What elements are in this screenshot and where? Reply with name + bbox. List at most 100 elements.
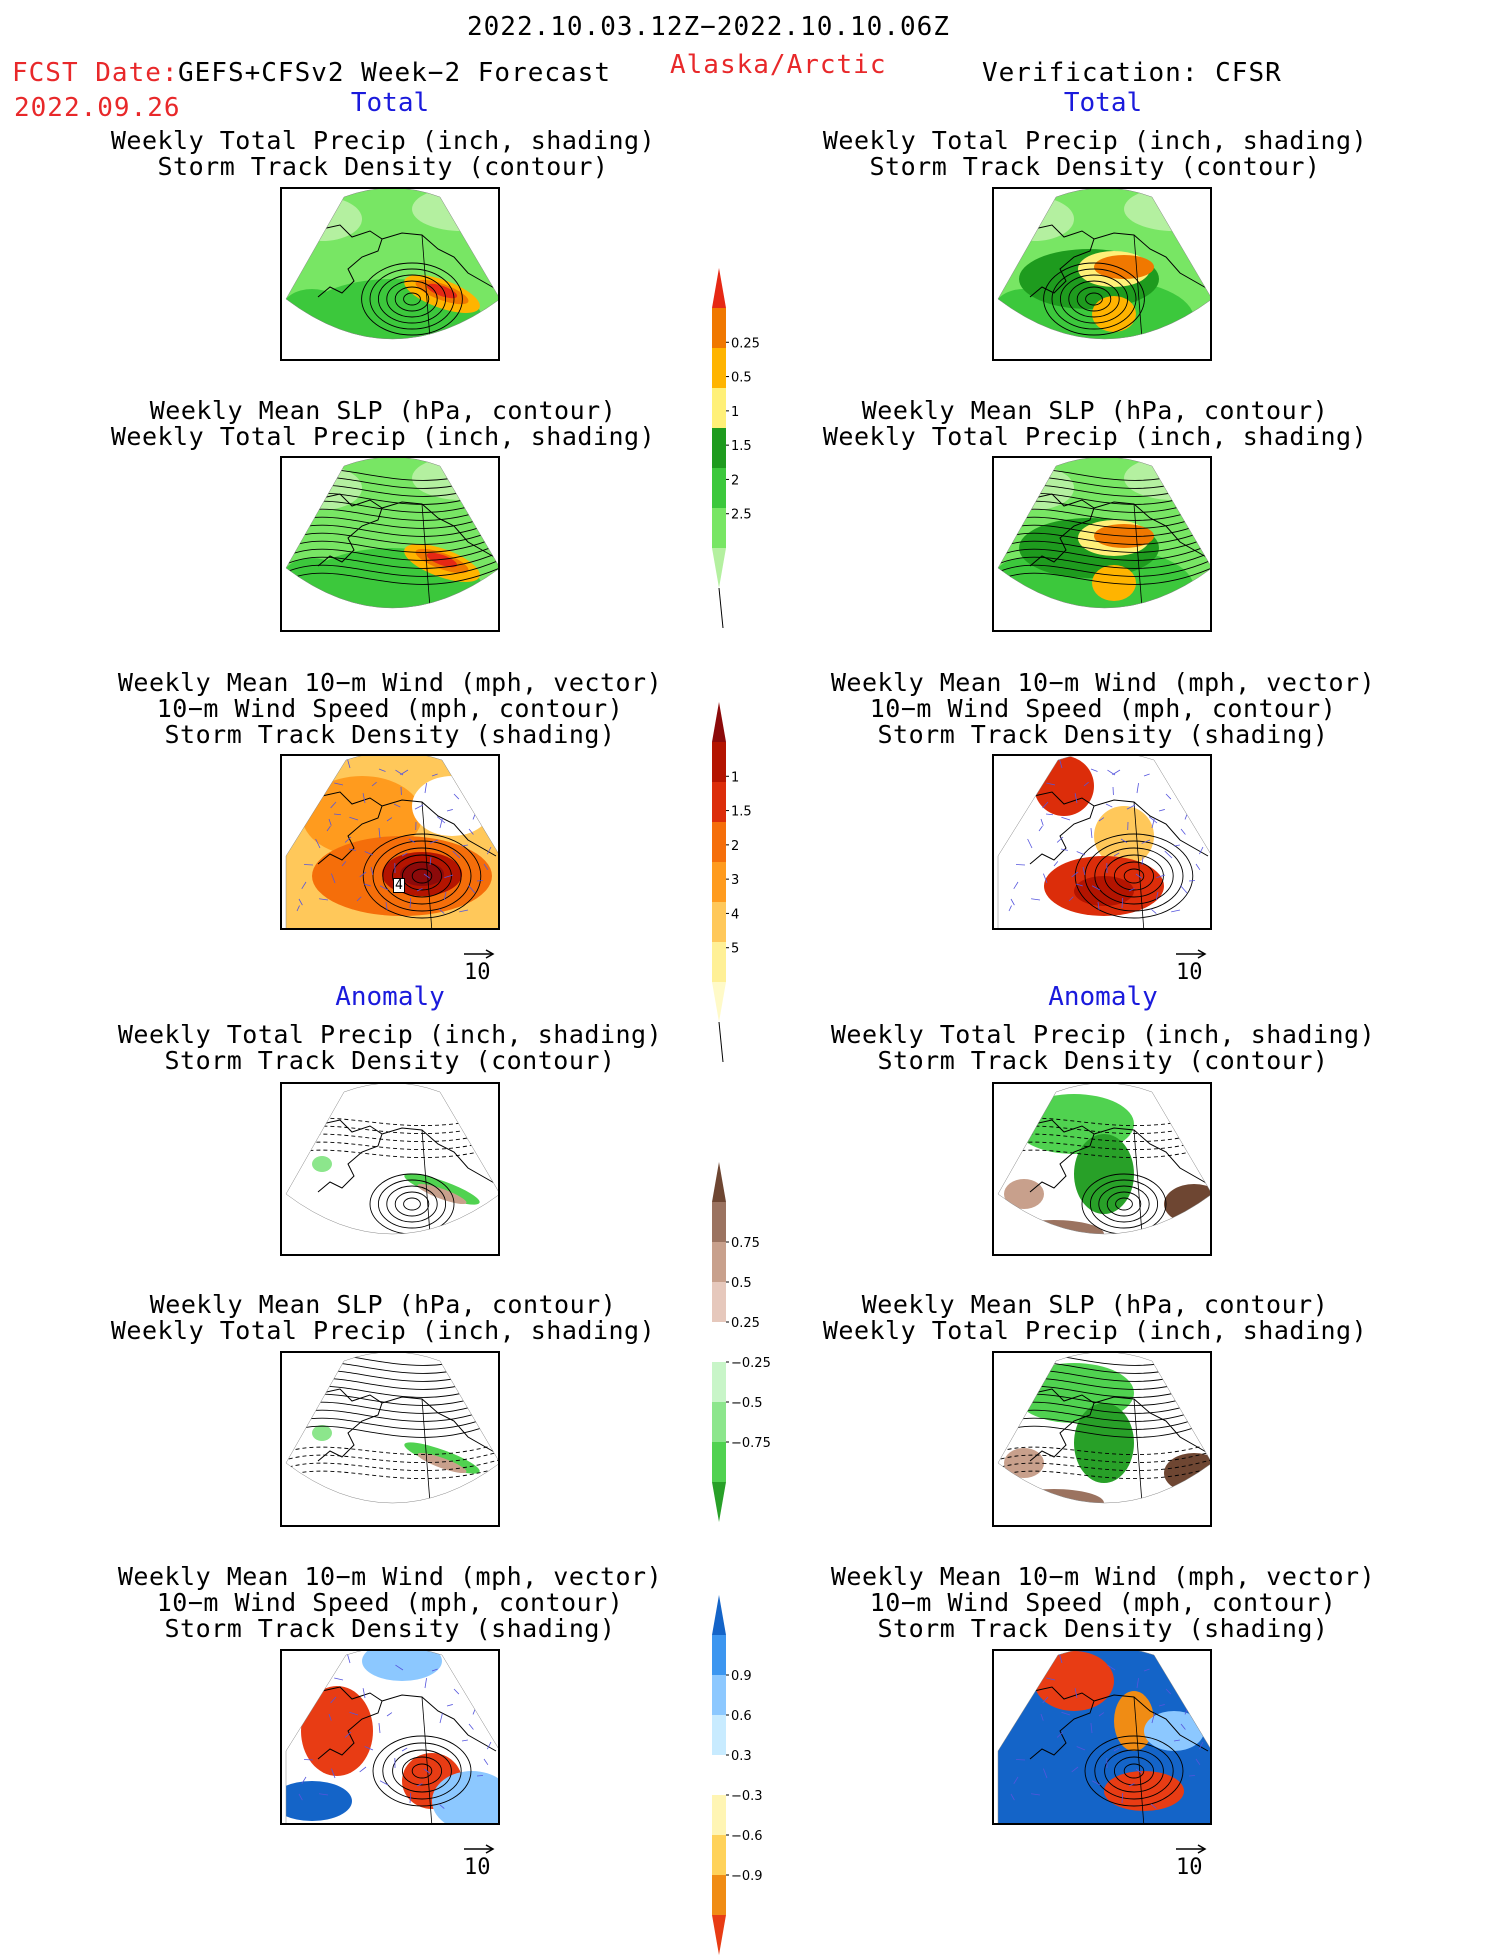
wind-vector — [474, 795, 483, 796]
colorbar-svg: 0.250.511.522.5 — [712, 268, 772, 628]
colorbar-label: −0.6 — [731, 1829, 763, 1844]
vector-ref-anom-right: 10 — [1174, 1843, 1208, 1880]
title-wind-track-anom-right: Weekly Mean 10−m Wind (mph, vector)10−m … — [831, 1564, 1375, 1642]
map-slp-precip-anom-fcst — [280, 1351, 500, 1527]
colorbar-label: 2 — [731, 473, 739, 488]
map-svg — [282, 189, 500, 361]
shade-blob — [400, 862, 444, 886]
region-label: Alaska/Arctic — [670, 50, 887, 80]
map-precip-track-anom-fcst — [280, 1082, 500, 1256]
wind-vector — [1186, 795, 1195, 796]
map-domain — [282, 1353, 500, 1527]
wind-vector — [316, 1662, 321, 1668]
colorbar-segment — [712, 822, 726, 862]
title-precip-track-right: Weekly Total Precip (inch, shading)Storm… — [823, 128, 1367, 180]
map-svg — [282, 1651, 500, 1825]
shade-blob — [312, 1156, 332, 1172]
colorbar-label: −0.75 — [731, 1436, 771, 1451]
colorbar-cap-top — [712, 1162, 726, 1202]
colorbar-label: 2 — [731, 839, 739, 854]
colorbar-segment — [712, 1362, 726, 1402]
wind-vector — [1028, 767, 1033, 773]
wind-vector — [484, 770, 490, 778]
colorbar-label: 1.5 — [731, 439, 752, 454]
colorbar-segment — [712, 1202, 726, 1242]
map-domain — [282, 458, 500, 632]
colorbar-label: 0.9 — [731, 1669, 752, 1684]
colorbar-label: 1 — [731, 770, 739, 785]
wind-vector — [1028, 1662, 1033, 1668]
map-svg — [282, 1353, 500, 1527]
map-precip-track-total-fcst — [280, 187, 500, 361]
colorbar-label: 0.5 — [731, 371, 752, 386]
map-slp-precip-anom-obs — [992, 1351, 1212, 1527]
colorbar-segment — [712, 782, 726, 822]
colorbar-label: 0.6 — [731, 1709, 752, 1724]
wind-vector — [314, 784, 317, 790]
colorbar-label: 0.3 — [731, 1749, 752, 1764]
shade-blob — [1034, 1651, 1114, 1711]
colorbar-segment — [712, 348, 726, 388]
colorbar-label: −0.9 — [731, 1869, 763, 1884]
colorbar-svg: 0.9 0.6 0.3 −0.3 −0.6 −0.9 — [712, 1595, 772, 1955]
map-domain — [994, 756, 1212, 930]
colorbar-segment — [712, 1755, 726, 1795]
map-svg — [282, 458, 500, 632]
colorbar-segment — [712, 862, 726, 902]
colorbar-label: −0.3 — [731, 1789, 763, 1804]
vector-ref-total-right: 10 — [1174, 948, 1208, 985]
map-domain — [282, 1651, 500, 1825]
colorbar-label: 0.25 — [731, 1316, 760, 1331]
colorbar-segment — [712, 1242, 726, 1282]
wind-vector — [477, 880, 483, 881]
map-slp-precip-total-fcst — [280, 456, 500, 632]
wind-vector — [1171, 1672, 1173, 1680]
colorbar-segment — [712, 1875, 726, 1915]
shade-blob — [1144, 1711, 1204, 1751]
title-precip-track-anom-right: Weekly Total Precip (inch, shading)Storm… — [831, 1022, 1375, 1074]
shade-blob — [1004, 1489, 1104, 1517]
title-slp-precip-anom-left: Weekly Mean SLP (hPa, contour)Weekly Tot… — [111, 1292, 655, 1344]
colorbar-cap-bottom — [712, 1482, 726, 1522]
wind-vector — [300, 804, 305, 813]
map-domain — [282, 189, 500, 361]
shade-blob — [301, 1686, 373, 1776]
colorbar-cap-top — [712, 702, 726, 742]
colorbar-cap-top — [712, 1595, 726, 1635]
shade-blob — [1004, 1220, 1104, 1248]
map-precip-track-anom-obs — [992, 1082, 1212, 1256]
wind-vector — [459, 777, 461, 785]
colorbar-track-anom: 0.9 0.6 0.3 −0.3 −0.6 −0.9 — [712, 1595, 772, 1959]
map-svg — [994, 1353, 1212, 1527]
shade-blob — [282, 558, 342, 598]
colorbar-svg: 0.750.50.25−0.25−0.5−0.75 — [712, 1162, 772, 1522]
title-wind-track-left: Weekly Mean 10−m Wind (mph, vector)10−m … — [118, 670, 662, 748]
map-svg — [282, 756, 500, 930]
section-total-left: Total — [351, 88, 429, 118]
arrow-icon — [1174, 948, 1208, 960]
shade-blob — [1004, 1179, 1044, 1209]
title-wind-track-right: Weekly Mean 10−m Wind (mph, vector)10−m … — [831, 670, 1375, 748]
wind-vector — [477, 1775, 483, 1776]
section-anomaly-left: Anomaly — [335, 982, 445, 1012]
shade-blob — [1074, 876, 1134, 906]
map-wind-track-total-obs — [992, 754, 1212, 930]
colorbar-label: 0.5 — [731, 1276, 752, 1291]
colorbar-segment — [712, 428, 726, 468]
map-svg — [994, 1651, 1212, 1825]
colorbar-segment — [712, 1442, 726, 1482]
colorbar-segment — [712, 1835, 726, 1875]
map-svg — [994, 756, 1212, 930]
map-domain — [994, 1651, 1212, 1825]
colorbar-label: 5 — [731, 942, 739, 957]
vector-ref-total-left: 10 — [462, 948, 496, 985]
map-svg — [994, 1084, 1212, 1256]
colorbar-cap-bottom — [712, 982, 726, 1022]
colorbar-cap-bottom — [712, 1915, 726, 1955]
wind-vector — [1012, 804, 1017, 813]
colorbar-tail — [719, 588, 723, 628]
colorbar-tail — [719, 1022, 723, 1062]
